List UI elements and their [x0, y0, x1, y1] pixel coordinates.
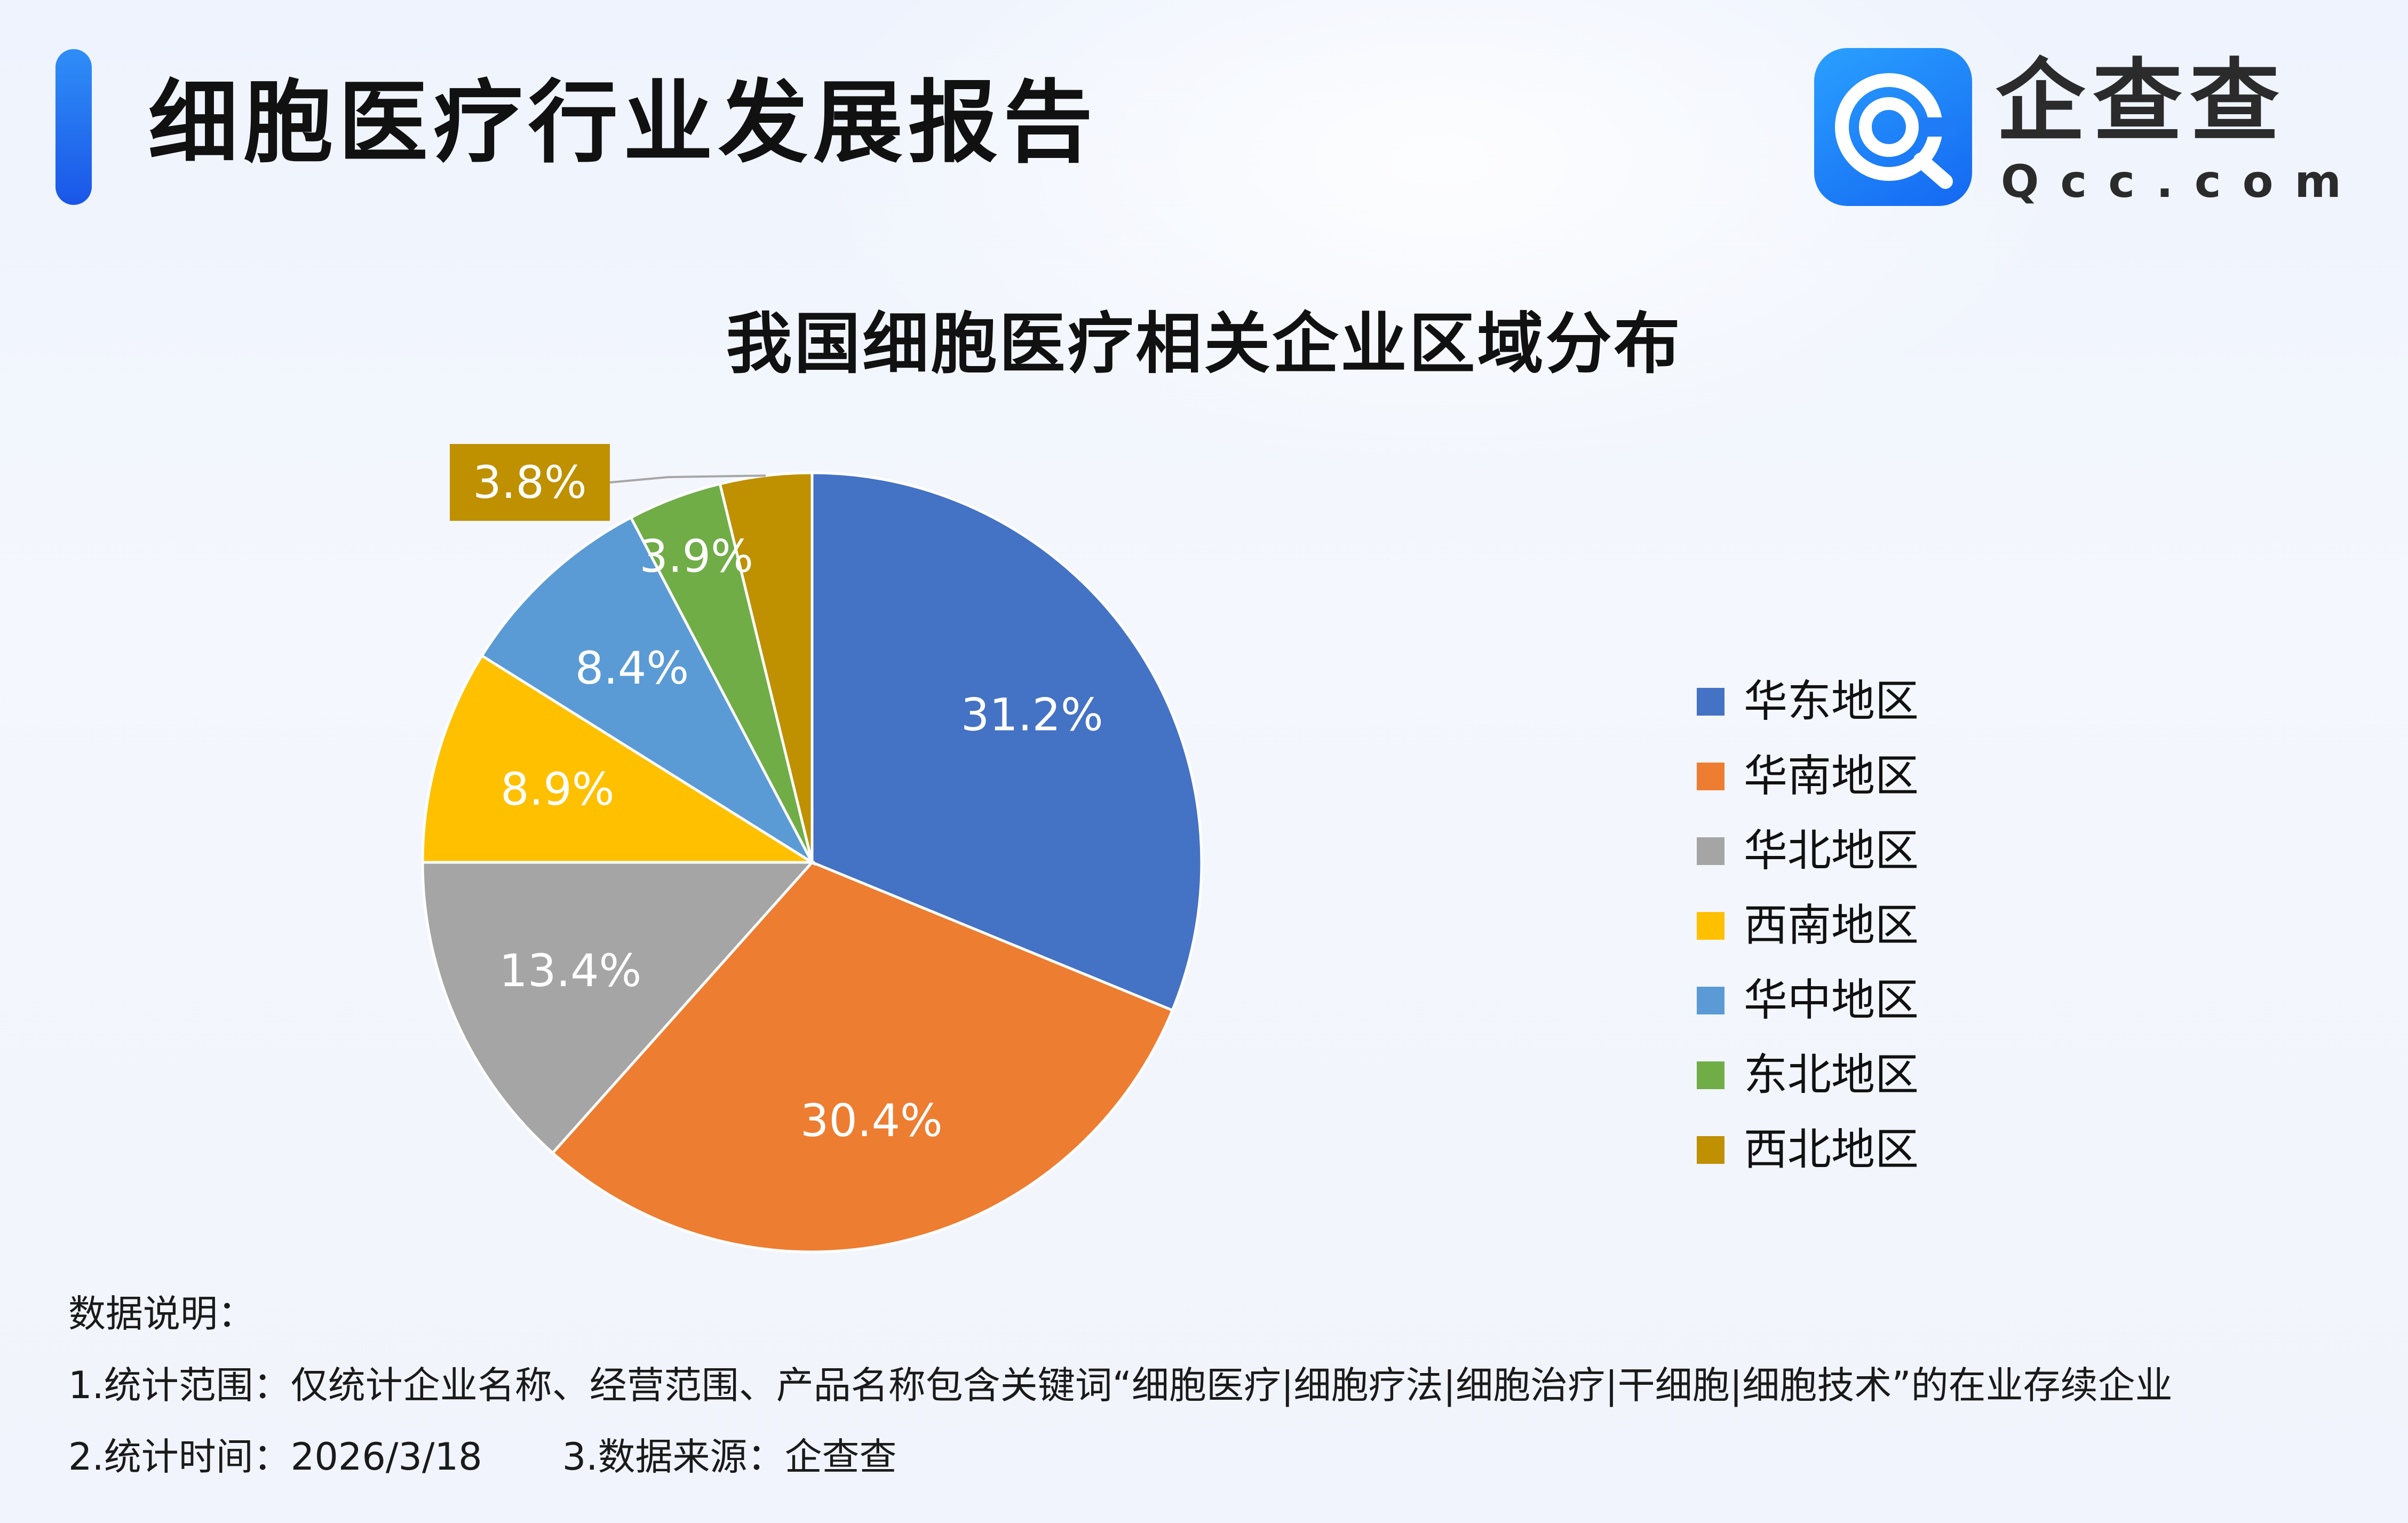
legend-item-7: 西北地区: [1697, 1113, 2070, 1187]
legend-item-2: 华南地区: [1697, 739, 2070, 814]
pie-slices: [421, 471, 1203, 1254]
qcc-logo-icon: [1814, 48, 1972, 206]
legend-label: 东北地区: [1744, 1050, 1919, 1100]
legend-label: 华北地区: [1744, 826, 1919, 876]
notes-source: 3.数据来源：企查查: [562, 1435, 897, 1479]
pie-data-label-3: 13.4%: [499, 945, 642, 997]
pie-data-label-6: 3.9%: [640, 530, 753, 582]
pie-slice-2: [551, 861, 1174, 1254]
legend-swatch: [1697, 688, 1724, 716]
pie-slice-1: [810, 471, 1203, 1012]
logo-domain: Qcc.com: [2001, 155, 2363, 208]
data-notes: 数据说明： 1.统计范围：仅统计企业名称、经营范围、产品名称包含关键词“细胞医疗…: [68, 1278, 2363, 1493]
pie-data-label-7: 3.8%: [473, 456, 586, 509]
notes-time-source-row: 2.统计时间：2026/3/18 3.数据来源：企查查: [68, 1421, 2363, 1493]
title-accent-bar: [55, 49, 92, 205]
notes-scope: 1.统计范围：仅统计企业名称、经营范围、产品名称包含关键词“细胞医疗|细胞疗法|…: [68, 1363, 2173, 1407]
qcc-logo: 企查查 Qcc.com: [1814, 48, 2369, 208]
pie-data-label-4: 8.9%: [500, 763, 614, 815]
legend-item-5: 华中地区: [1697, 963, 2070, 1038]
pie-slice-5: [480, 515, 816, 867]
notes-heading: 数据说明：: [68, 1292, 255, 1336]
legend-label: 西北地区: [1744, 1124, 1919, 1175]
chart-title: 我国细胞医疗相关企业区域分布: [726, 306, 1682, 383]
pie-callout-box-7: [450, 444, 610, 521]
legend-swatch: [1697, 763, 1724, 790]
legend-label: 华东地区: [1744, 676, 1919, 727]
legend-item-6: 东北地区: [1697, 1038, 2070, 1113]
pie-data-label-2: 30.4%: [800, 1094, 943, 1147]
chart-legend: 华东地区华南地区华北地区西南地区华中地区东北地区西北地区: [1697, 664, 2070, 1187]
legend-label: 华中地区: [1744, 975, 1919, 1026]
pie-slice-4: [421, 654, 817, 864]
legend-swatch: [1697, 987, 1724, 1014]
legend-item-1: 华东地区: [1697, 664, 2070, 739]
legend-swatch: [1697, 837, 1724, 865]
legend-label: 西南地区: [1744, 900, 1919, 951]
legend-swatch: [1697, 1136, 1724, 1164]
pie-leader-line-7: [609, 474, 766, 483]
report-title: 细胞医疗行业发展报告: [148, 70, 1098, 175]
legend-label: 华南地区: [1744, 751, 1919, 802]
logo-name: 企查查: [1996, 49, 2287, 154]
pie-slice-3: [421, 861, 815, 1155]
legend-swatch: [1697, 1061, 1724, 1089]
legend-item-3: 华北地区: [1697, 814, 2070, 889]
pie-data-labels: 31.2% 30.4% 13.4% 8.9% 8.4% 3.9% 3.8%: [450, 444, 1103, 1147]
legend-item-4: 西南地区: [1697, 889, 2070, 963]
pie-data-label-1: 31.2%: [961, 689, 1103, 741]
pie-slice-7: [718, 471, 814, 863]
notes-time: 2.统计时间：2026/3/18: [68, 1435, 482, 1479]
legend-swatch: [1697, 912, 1724, 940]
pie-data-label-5: 8.4%: [575, 642, 689, 694]
